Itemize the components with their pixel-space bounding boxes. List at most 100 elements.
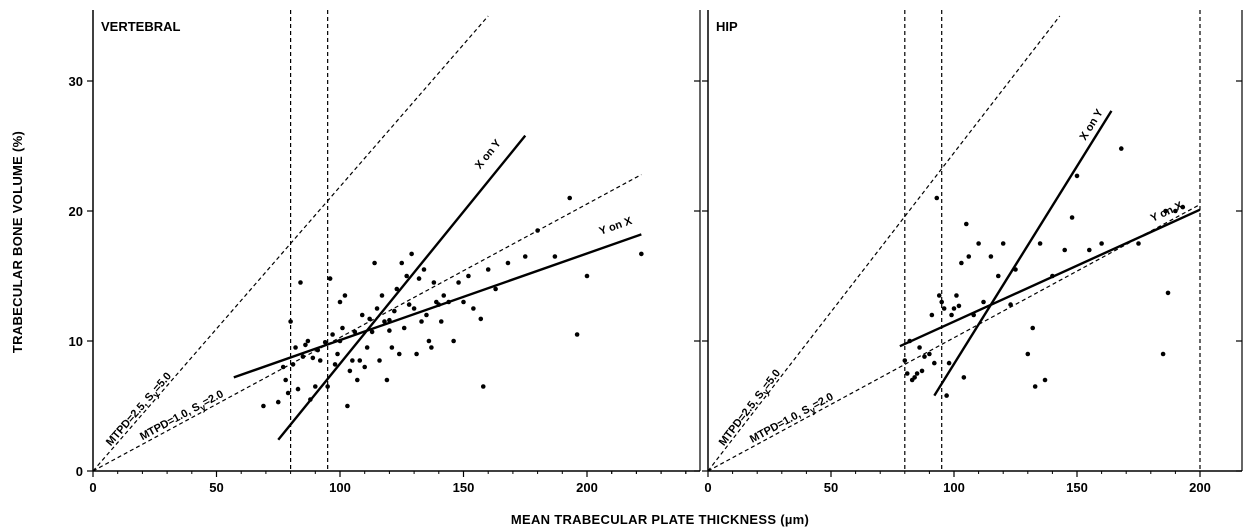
data-point-hip	[902, 358, 908, 363]
regression-line-hip	[933, 110, 1113, 397]
data-point-vertebral	[394, 286, 400, 292]
x-tick-label-hip: 0	[704, 480, 711, 495]
data-point-vertebral	[327, 276, 333, 281]
data-point-vertebral	[478, 316, 484, 322]
data-point-hip	[932, 360, 937, 366]
data-point-hip	[922, 354, 927, 359]
regression-line-hip	[899, 208, 1201, 348]
data-point-hip	[941, 306, 947, 311]
data-point-vertebral	[426, 338, 432, 344]
fit-label-y-on-x-vertebral: Y on X	[598, 215, 635, 238]
data-point-vertebral	[493, 286, 498, 292]
fit-label-y-on-x-hip: Y on X	[1149, 199, 1186, 224]
data-point-hip	[954, 293, 959, 298]
reference-line-hip	[707, 15, 1061, 472]
data-point-vertebral	[350, 358, 355, 363]
regression-line-vertebral	[277, 134, 527, 441]
data-point-vertebral	[639, 251, 644, 257]
data-point-vertebral	[399, 260, 405, 266]
data-point-vertebral	[384, 377, 390, 383]
data-point-hip	[1160, 351, 1166, 357]
data-point-vertebral	[438, 319, 444, 324]
data-point-vertebral	[392, 308, 397, 314]
data-point-hip	[1074, 173, 1080, 179]
data-point-hip	[1180, 204, 1186, 210]
x-tick-label-vertebral: 50	[209, 480, 223, 495]
data-point-hip	[988, 254, 994, 259]
data-point-vertebral	[283, 377, 288, 383]
data-point-hip	[919, 368, 925, 374]
data-point-hip	[1087, 247, 1092, 253]
data-point-hip	[995, 273, 1001, 279]
data-point-vertebral	[364, 345, 370, 350]
data-point-vertebral	[379, 293, 385, 298]
data-point-vertebral	[574, 332, 580, 337]
data-point-hip	[1042, 377, 1048, 383]
data-point-hip	[1008, 302, 1013, 307]
data-point-hip	[1069, 215, 1075, 220]
data-point-hip	[1099, 241, 1104, 246]
data-point-vertebral	[396, 351, 402, 357]
x-tick-label-vertebral: 200	[576, 480, 598, 495]
y-tick-label-vertebral: 10	[69, 334, 83, 349]
x-tick-label-vertebral: 0	[89, 480, 96, 495]
data-point-hip	[1025, 351, 1031, 357]
data-point-vertebral	[401, 325, 407, 331]
data-point-hip	[1037, 241, 1043, 246]
data-point-vertebral	[275, 399, 281, 405]
data-point-vertebral	[421, 267, 427, 272]
reference-label-subscript: y	[198, 402, 207, 413]
data-point-hip	[912, 375, 917, 380]
data-point-hip	[1032, 384, 1038, 389]
data-point-vertebral	[369, 329, 375, 335]
panel-title-hip: HIP	[716, 19, 738, 34]
data-point-hip	[929, 312, 935, 318]
data-point-vertebral	[303, 342, 308, 348]
data-point-vertebral	[441, 293, 447, 298]
data-point-vertebral	[522, 254, 528, 259]
data-point-vertebral	[313, 384, 318, 389]
data-point-hip	[951, 306, 957, 311]
data-point-hip	[956, 303, 962, 309]
data-point-hip	[966, 254, 972, 259]
reference-label-value: =5.0	[151, 370, 174, 394]
data-point-hip	[939, 299, 944, 305]
data-point-hip	[981, 299, 986, 305]
regression-line-vertebral	[233, 233, 642, 379]
data-point-vertebral	[424, 312, 429, 318]
data-point-vertebral	[332, 362, 338, 367]
data-point-vertebral	[416, 276, 422, 281]
data-point-vertebral	[317, 358, 323, 363]
data-point-vertebral	[387, 328, 392, 333]
reference-label-subscript: y	[808, 405, 817, 416]
data-point-vertebral	[431, 280, 437, 285]
data-point-vertebral	[367, 316, 372, 322]
data-point-hip	[1062, 247, 1067, 253]
data-point-hip	[961, 375, 967, 380]
data-point-hip	[959, 260, 964, 266]
data-point-vertebral	[305, 338, 311, 344]
data-point-vertebral	[342, 293, 348, 298]
reference-line-hip	[707, 203, 1201, 472]
data-point-hip	[1030, 325, 1036, 331]
data-point-vertebral	[310, 355, 316, 361]
data-point-vertebral	[337, 299, 343, 305]
plot-frames	[87, 10, 1243, 477]
x-axis-title: MEAN TRABECULAR PLATE THICKNESS (µm)	[511, 512, 809, 527]
data-point-vertebral	[451, 338, 456, 344]
data-point-vertebral	[345, 403, 350, 409]
data-point-hip	[964, 221, 969, 227]
data-point-vertebral	[261, 403, 266, 409]
data-point-vertebral	[485, 267, 491, 272]
data-point-vertebral	[471, 306, 476, 311]
data-point-hip	[917, 345, 922, 350]
data-point-vertebral	[295, 386, 301, 392]
reference-label-main: MTPD=1.0, S	[748, 404, 812, 446]
data-point-vertebral	[322, 340, 328, 345]
data-point-vertebral	[298, 280, 303, 285]
data-point-vertebral	[461, 299, 466, 305]
data-point-hip	[944, 393, 949, 398]
data-point-vertebral	[354, 377, 360, 383]
data-point-vertebral	[406, 302, 412, 307]
